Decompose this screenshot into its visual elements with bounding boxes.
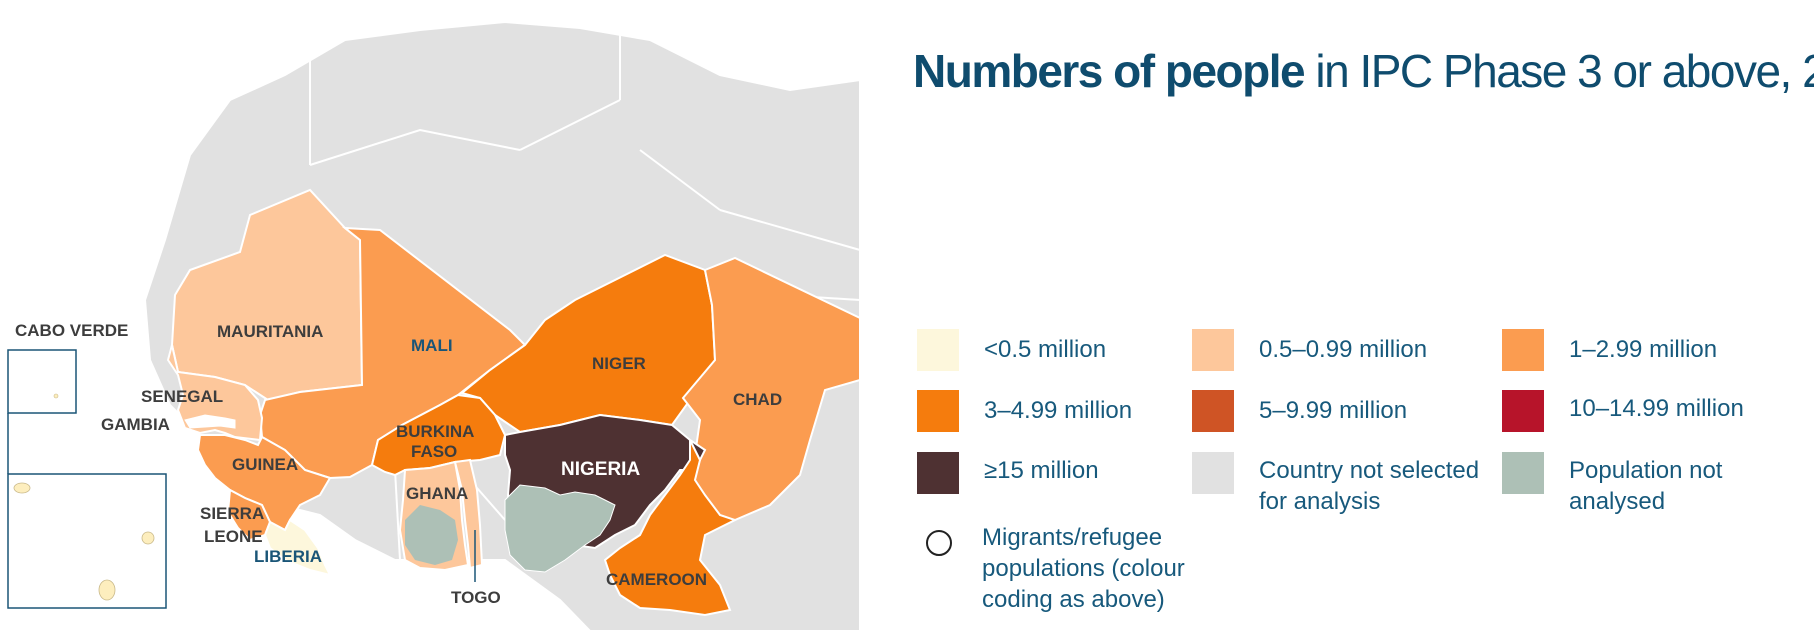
- label-liberia: LIBERIA: [254, 547, 322, 566]
- legend-label-line: for analysis: [1259, 488, 1381, 515]
- country-gambia[interactable]: [184, 414, 236, 429]
- legend-swatch: [1502, 329, 1544, 371]
- legend-label: Population not analysed: [1569, 455, 1722, 517]
- legend-item-not-analysed: Population not analysed: [1502, 452, 1722, 517]
- legend-swatch: [917, 329, 959, 371]
- legend-label: <0.5 million: [984, 336, 1107, 363]
- legend-label-line: populations (colour: [982, 555, 1185, 582]
- country-guinea[interactable]: [196, 434, 332, 532]
- cabo-verde-island: [98, 579, 116, 601]
- legend-swatch: [917, 452, 959, 494]
- legend-label: 0.5–0.99 million: [1259, 336, 1428, 363]
- country-liberia[interactable]: [263, 518, 332, 577]
- label-burkina-faso-line1: BURKINA: [396, 422, 474, 441]
- cabo-verde-island: [141, 531, 155, 545]
- legend-label-line: Migrants/refugee: [982, 524, 1163, 551]
- ghana-not-analysed-area: [405, 505, 458, 565]
- legend-item-5-9-99: 5–9.99 million: [1192, 390, 1407, 432]
- label-sierra-leone-line1: SIERRA: [200, 504, 264, 523]
- legend-item-3-4-99: 3–4.99 million: [917, 390, 1132, 432]
- cabo-verde-inset-north: [7, 349, 77, 414]
- legend-label-line: analysed: [1569, 488, 1666, 515]
- legend-label-line: Country not selected: [1259, 457, 1480, 484]
- label-nigeria: NIGERIA: [561, 459, 640, 480]
- country-burkina-faso[interactable]: [370, 393, 507, 477]
- legend-label: Migrants/refugee populations (colour cod…: [982, 522, 1185, 615]
- legend-swatch: [1192, 390, 1234, 432]
- west-africa-map: CABO VERDE MAURITANIA MALI NIGER CHAD SE…: [7, 20, 861, 631]
- legend-label-line: Population not: [1569, 457, 1723, 484]
- legend-swatch: [1192, 329, 1234, 371]
- legend-item-migrants: Migrants/refugee populations (colour cod…: [917, 522, 1185, 615]
- legend-swatch: [917, 390, 959, 432]
- legend-label: 5–9.99 million: [1259, 397, 1408, 424]
- cabo-verde-inset-south: [7, 473, 167, 609]
- title-bold: Numbers of people: [913, 45, 1306, 97]
- label-cabo-verde: CABO VERDE: [15, 321, 128, 340]
- country-senegal[interactable]: [166, 344, 264, 442]
- legend-label: 10–14.99 million: [1569, 395, 1744, 422]
- cabo-verde-island: [13, 482, 31, 494]
- label-togo: TOGO: [451, 588, 501, 607]
- legend-label: 1–2.99 million: [1569, 336, 1718, 363]
- legend-swatch: [1502, 390, 1544, 432]
- label-burkina-faso-line2: FASO: [411, 442, 457, 461]
- legend-item-lt-0-5: <0.5 million: [917, 329, 1106, 371]
- legend-label: Country not selected for analysis: [1259, 455, 1479, 517]
- label-guinea: GUINEA: [232, 455, 298, 474]
- cabo-verde-island: [53, 393, 59, 399]
- country-cameroon[interactable]: [603, 439, 738, 617]
- label-chad: CHAD: [733, 390, 782, 409]
- label-niger: NIGER: [592, 354, 646, 373]
- legend-label: 3–4.99 million: [984, 397, 1133, 424]
- legend-label-line: coding as above): [982, 586, 1165, 613]
- legend-item-ge-15: ≥15 million: [917, 452, 1099, 494]
- label-gambia: GAMBIA: [101, 415, 170, 434]
- legend-swatch: [1502, 452, 1544, 494]
- label-senegal: SENEGAL: [141, 387, 223, 406]
- page-title: Numbers of people in IPC Phase 3 or abov…: [913, 44, 1814, 98]
- circle-icon: [926, 530, 952, 556]
- label-sierra-leone-line2: LEONE: [204, 527, 263, 546]
- label-ghana: GHANA: [406, 484, 468, 503]
- label-cameroon: CAMEROON: [606, 570, 707, 589]
- legend-item-0-5-0-99: 0.5–0.99 million: [1192, 329, 1427, 371]
- legend-item-10-14-99: 10–14.99 million: [1502, 390, 1744, 432]
- legend-item-1-2-99: 1–2.99 million: [1502, 329, 1717, 371]
- legend-swatch: [1192, 452, 1234, 494]
- legend-label: ≥15 million: [984, 457, 1099, 484]
- nigeria-not-analysed-area: [504, 484, 616, 573]
- legend-item-not-selected: Country not selected for analysis: [1192, 452, 1479, 517]
- title-rest: in IPC Phase 3 or above, 2022: [1315, 45, 1814, 97]
- label-mali: MALI: [411, 336, 453, 355]
- label-mauritania: MAURITANIA: [217, 322, 323, 341]
